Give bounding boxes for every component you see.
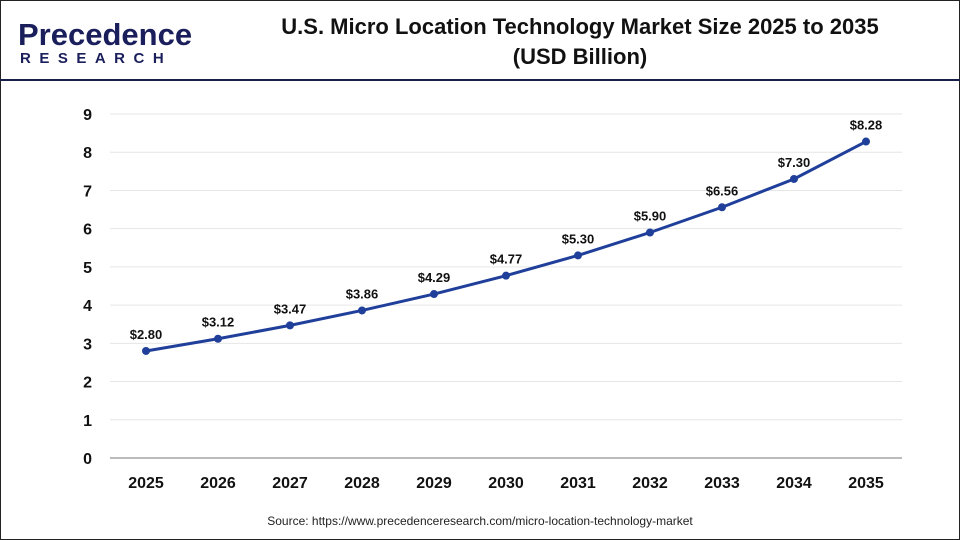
- data-label: $3.86: [346, 286, 379, 301]
- x-tick-label: 2031: [560, 475, 596, 492]
- x-tick-label: 2035: [848, 475, 884, 492]
- source-text: Source: https://www.precedenceresearch.c…: [267, 514, 693, 528]
- y-tick-label: 2: [83, 375, 92, 392]
- x-tick-label: 2029: [416, 475, 452, 492]
- x-tick-label: 2032: [632, 475, 668, 492]
- y-tick-label: 3: [83, 336, 92, 353]
- precedence-research-logo: Precedence RESEARCH: [18, 17, 193, 67]
- logo-line2: RESEARCH: [20, 50, 173, 67]
- y-tick-label: 0: [83, 451, 92, 468]
- y-tick-label: 6: [83, 222, 92, 239]
- y-tick-label: 8: [83, 145, 92, 162]
- logo-line1: Precedence: [18, 17, 193, 52]
- chart-title: U.S. Micro Location Technology Market Si…: [200, 12, 960, 72]
- data-point: [574, 251, 582, 260]
- data-label: $7.30: [778, 155, 811, 170]
- x-tick-label: 2027: [272, 475, 308, 492]
- data-label: $6.56: [706, 183, 739, 198]
- data-label: $4.77: [490, 252, 523, 267]
- data-label: $3.47: [274, 301, 307, 316]
- data-label: $5.30: [562, 231, 595, 246]
- data-point: [718, 203, 726, 212]
- data-point: [358, 306, 366, 315]
- y-tick-label: 1: [83, 413, 92, 430]
- y-tick-label: 4: [83, 298, 92, 315]
- data-point: [214, 334, 222, 343]
- data-point: [142, 346, 150, 355]
- title-line2: (USD Billion): [512, 44, 648, 69]
- data-label: $5.90: [634, 208, 667, 223]
- y-tick-label: 7: [83, 183, 92, 200]
- x-tick-label: 2028: [344, 475, 380, 492]
- data-point: [502, 271, 510, 280]
- y-tick-label: 5: [83, 260, 92, 277]
- data-point: [286, 321, 294, 330]
- data-point: [430, 290, 438, 299]
- series-line: [145, 140, 867, 353]
- data-label: $3.12: [202, 315, 235, 330]
- data-point: [862, 137, 870, 146]
- y-tick-label: 9: [83, 107, 92, 124]
- x-tick-label: 2030: [488, 475, 524, 492]
- data-label: $4.29: [418, 270, 451, 285]
- header: Precedence RESEARCH U.S. Micro Location …: [0, 0, 960, 81]
- x-tick-label: 2026: [200, 475, 236, 492]
- data-label: $8.28: [850, 118, 883, 133]
- x-tick-label: 2033: [704, 475, 740, 492]
- data-label: $2.80: [130, 327, 163, 342]
- data-point: [790, 174, 798, 183]
- x-tick-label: 2034: [776, 475, 812, 492]
- title-line1: U.S. Micro Location Technology Market Si…: [281, 14, 879, 39]
- x-tick-label: 2025: [128, 475, 164, 492]
- data-point: [646, 228, 654, 237]
